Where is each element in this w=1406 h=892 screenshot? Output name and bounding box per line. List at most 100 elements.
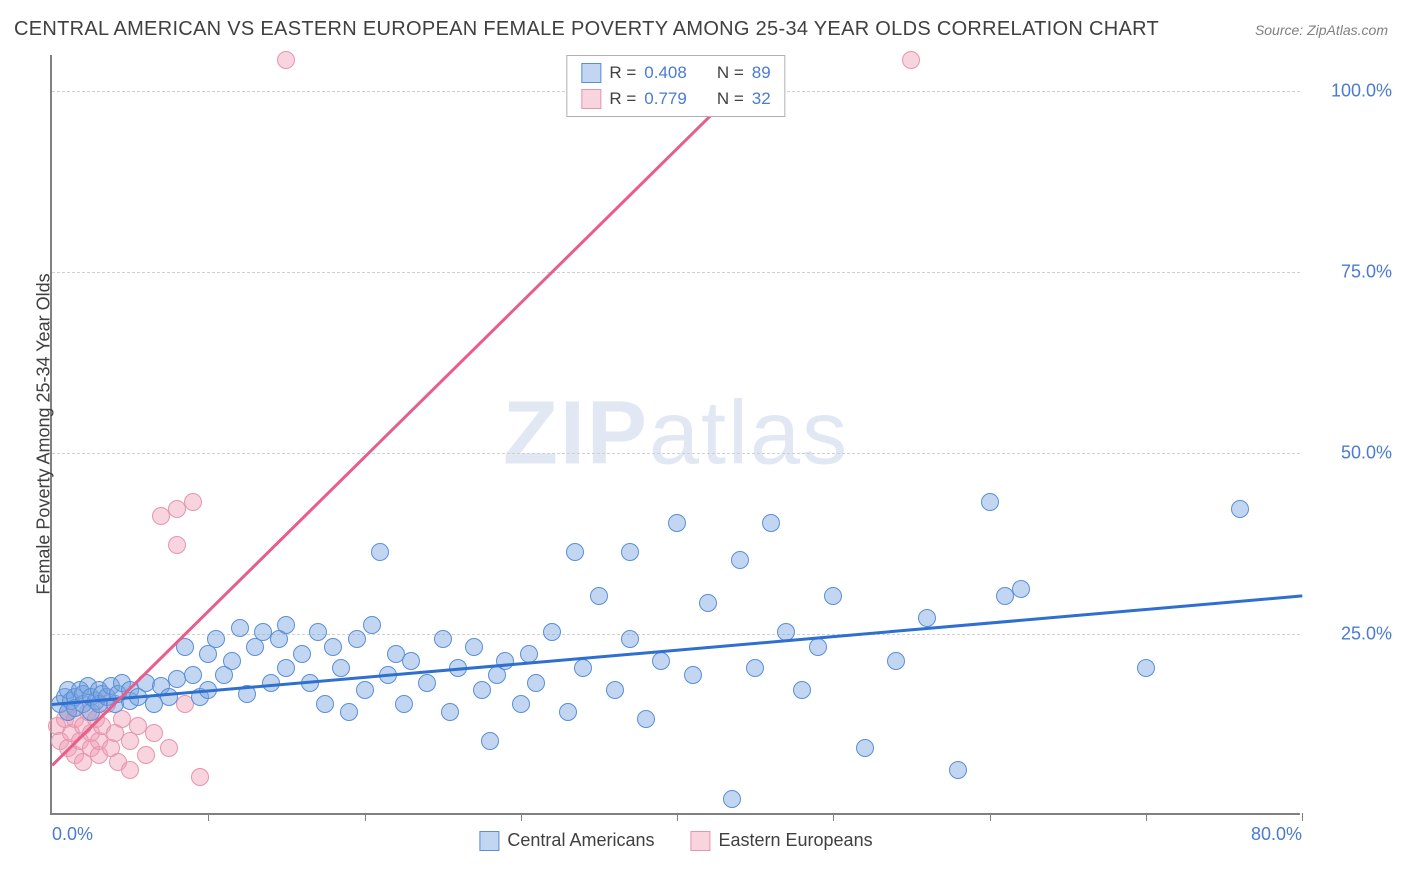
legend-item: Central Americans [479,830,654,851]
scatter-point [160,688,178,706]
scatter-point [363,616,381,634]
scatter-point [699,594,717,612]
legend-n-label: N = [717,89,744,109]
watermark-bold: ZIP [503,384,649,484]
scatter-point [590,587,608,605]
correlation-legend: R = 0.408 N = 89 R = 0.779 N = 32 [566,55,785,117]
scatter-point [348,630,366,648]
legend-label: Central Americans [507,830,654,851]
legend-n-label: N = [717,63,744,83]
y-axis-label: Female Poverty Among 25-34 Year Olds [34,273,55,594]
legend-row: R = 0.779 N = 32 [567,86,784,112]
scatter-point [512,695,530,713]
scatter-point [332,659,350,677]
x-tick-mark [521,813,522,821]
scatter-point [324,638,342,656]
scatter-point [356,681,374,699]
scatter-point [309,623,327,641]
scatter-point [418,674,436,692]
scatter-point [637,710,655,728]
series-legend: Central Americans Eastern Europeans [479,830,872,851]
scatter-point [543,623,561,641]
scatter-point [121,761,139,779]
scatter-point [652,652,670,670]
legend-n-value: 32 [752,89,771,109]
scatter-point [981,493,999,511]
scatter-point [824,587,842,605]
legend-swatch [690,831,710,851]
x-tick-mark [365,813,366,821]
scatter-point [371,543,389,561]
trend-line [52,594,1302,705]
scatter-point [316,695,334,713]
x-tick-mark [677,813,678,821]
scatter-point [340,703,358,721]
scatter-point [566,543,584,561]
y-tick-label: 75.0% [1312,262,1392,283]
y-tick-label: 50.0% [1312,443,1392,464]
scatter-point [465,638,483,656]
scatter-point [574,659,592,677]
scatter-point [277,616,295,634]
watermark: ZIPatlas [503,383,849,486]
scatter-point [137,746,155,764]
scatter-point [1231,500,1249,518]
plot-area: Female Poverty Among 25-34 Year Olds ZIP… [50,55,1300,815]
scatter-point [621,630,639,648]
x-tick-mark [990,813,991,821]
scatter-point [793,681,811,699]
legend-swatch [479,831,499,851]
y-tick-label: 25.0% [1312,624,1392,645]
scatter-point [559,703,577,721]
scatter-point [762,514,780,532]
legend-item: Eastern Europeans [690,830,872,851]
legend-r-value: 0.408 [644,63,687,83]
x-tick-label: 80.0% [1251,824,1302,845]
scatter-point [434,630,452,648]
scatter-point [606,681,624,699]
legend-r-label: R = [609,63,636,83]
scatter-point [223,652,241,670]
legend-r-label: R = [609,89,636,109]
scatter-point [402,652,420,670]
scatter-point [1012,580,1030,598]
scatter-point [902,51,920,69]
scatter-point [145,724,163,742]
scatter-point [496,652,514,670]
legend-swatch [581,63,601,83]
legend-label: Eastern Europeans [718,830,872,851]
legend-row: R = 0.408 N = 89 [567,60,784,86]
scatter-point [856,739,874,757]
x-tick-mark [208,813,209,821]
scatter-point [621,543,639,561]
scatter-point [949,761,967,779]
scatter-point [731,551,749,569]
scatter-point [231,619,249,637]
scatter-point [277,659,295,677]
gridline [52,272,1300,273]
legend-n-value: 89 [752,63,771,83]
scatter-point [887,652,905,670]
scatter-point [277,51,295,69]
scatter-point [809,638,827,656]
scatter-point [293,645,311,663]
scatter-point [1137,659,1155,677]
scatter-point [723,790,741,808]
legend-swatch [581,89,601,109]
scatter-point [684,666,702,684]
scatter-point [184,493,202,511]
scatter-point [668,514,686,532]
scatter-point [184,666,202,684]
y-tick-label: 100.0% [1312,81,1392,102]
watermark-light: atlas [649,384,849,484]
scatter-point [191,768,209,786]
scatter-point [918,609,936,627]
legend-r-value: 0.779 [644,89,687,109]
chart-title: CENTRAL AMERICAN VS EASTERN EUROPEAN FEM… [14,18,1159,41]
scatter-point [527,674,545,692]
gridline [52,453,1300,454]
scatter-point [395,695,413,713]
scatter-point [160,739,178,757]
x-tick-label: 0.0% [52,824,93,845]
scatter-point [746,659,764,677]
